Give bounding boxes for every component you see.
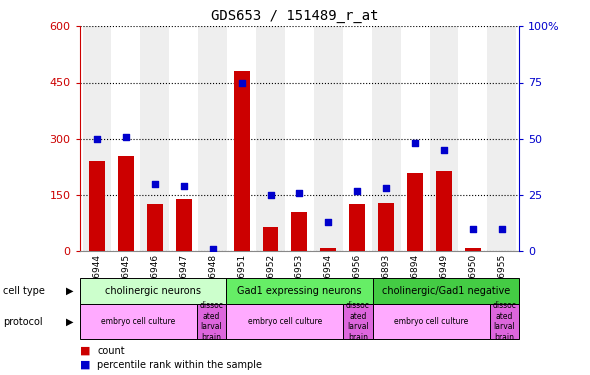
Point bbox=[382, 185, 391, 191]
Bar bbox=[256, 26, 285, 251]
Point bbox=[266, 192, 275, 198]
Bar bbox=[436, 171, 452, 251]
Point bbox=[121, 134, 130, 140]
Point bbox=[92, 136, 101, 142]
Bar bbox=[263, 227, 278, 251]
Text: cholinergic/Gad1 negative: cholinergic/Gad1 negative bbox=[382, 286, 510, 296]
Bar bbox=[465, 248, 481, 251]
Bar bbox=[112, 26, 140, 251]
Bar bbox=[372, 26, 401, 251]
Text: percentile rank within the sample: percentile rank within the sample bbox=[97, 360, 263, 370]
Point bbox=[440, 147, 449, 153]
Bar bbox=[458, 26, 487, 251]
Point bbox=[353, 188, 362, 194]
Bar bbox=[226, 278, 373, 304]
Bar bbox=[147, 204, 163, 251]
Bar bbox=[490, 304, 519, 339]
Text: embryo cell culture: embryo cell culture bbox=[248, 317, 322, 326]
Point bbox=[497, 226, 507, 232]
Bar bbox=[407, 172, 423, 251]
Bar bbox=[349, 204, 365, 251]
Bar bbox=[320, 248, 336, 251]
Text: dissoc
ated
larval
brain: dissoc ated larval brain bbox=[493, 302, 516, 342]
Text: dissoc
ated
larval
brain: dissoc ated larval brain bbox=[346, 302, 370, 342]
Bar bbox=[227, 26, 256, 251]
Bar bbox=[140, 26, 169, 251]
Bar bbox=[291, 212, 307, 251]
Bar bbox=[226, 304, 343, 339]
Bar bbox=[373, 278, 519, 304]
Text: dissoc
ated
larval
brain: dissoc ated larval brain bbox=[199, 302, 224, 342]
Text: embryo cell culture: embryo cell culture bbox=[101, 317, 175, 326]
Bar bbox=[373, 304, 490, 339]
Bar bbox=[343, 304, 373, 339]
Text: ■: ■ bbox=[80, 360, 90, 370]
Text: cholinergic neurons: cholinergic neurons bbox=[105, 286, 201, 296]
Point bbox=[208, 246, 217, 252]
Bar bbox=[197, 304, 226, 339]
Bar bbox=[285, 26, 314, 251]
Bar bbox=[314, 26, 343, 251]
Point bbox=[237, 80, 246, 86]
Bar bbox=[378, 202, 394, 251]
Bar bbox=[430, 26, 458, 251]
Bar bbox=[80, 304, 197, 339]
Bar bbox=[234, 71, 250, 251]
Text: cell type: cell type bbox=[3, 286, 45, 296]
Bar bbox=[83, 26, 112, 251]
Point bbox=[324, 219, 333, 225]
Text: embryo cell culture: embryo cell culture bbox=[394, 317, 468, 326]
Point bbox=[179, 183, 188, 189]
Bar bbox=[89, 161, 105, 251]
Bar bbox=[80, 278, 226, 304]
Point bbox=[150, 181, 159, 187]
Bar bbox=[401, 26, 430, 251]
Text: ▶: ▶ bbox=[66, 286, 74, 296]
Text: count: count bbox=[97, 345, 125, 355]
Text: ▶: ▶ bbox=[66, 316, 74, 327]
Bar bbox=[198, 26, 227, 251]
Point bbox=[411, 140, 420, 146]
Bar bbox=[118, 156, 134, 251]
Point bbox=[294, 190, 304, 196]
Bar bbox=[169, 26, 198, 251]
Bar bbox=[343, 26, 372, 251]
Bar bbox=[487, 26, 516, 251]
Point bbox=[468, 226, 478, 232]
Text: protocol: protocol bbox=[3, 316, 42, 327]
Text: GDS653 / 151489_r_at: GDS653 / 151489_r_at bbox=[211, 9, 379, 23]
Text: ■: ■ bbox=[80, 345, 90, 355]
Text: Gad1 expressing neurons: Gad1 expressing neurons bbox=[237, 286, 362, 296]
Bar bbox=[176, 199, 192, 251]
